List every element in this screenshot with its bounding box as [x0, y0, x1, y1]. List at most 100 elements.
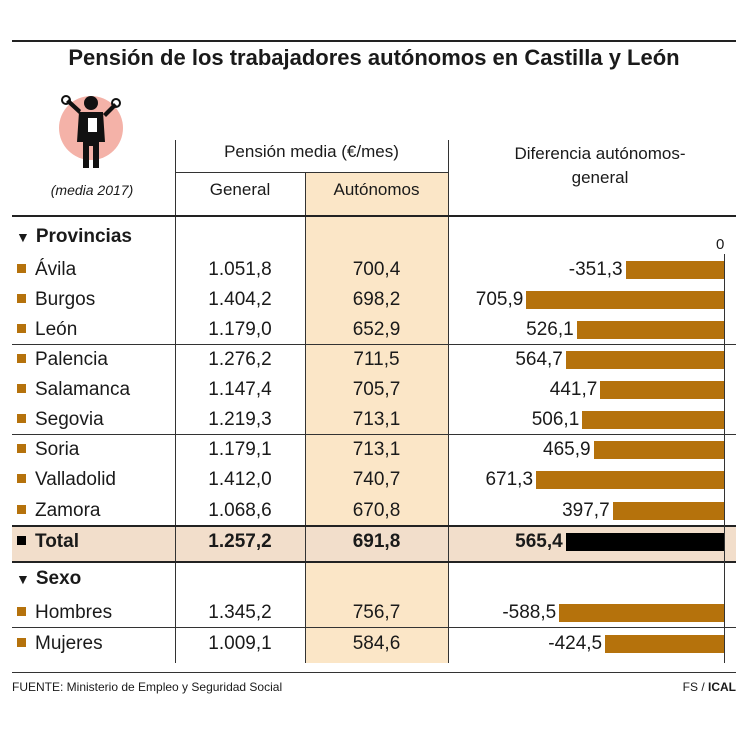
autonomos-value: 584,6 [352, 633, 401, 654]
row-label-text: Total [35, 531, 79, 552]
top-rule [12, 40, 736, 42]
row-label: Soria [17, 438, 79, 462]
general-value: 1.179,0 [208, 319, 272, 340]
autonomos-value: 711,5 [353, 349, 400, 370]
difference-label: 465,9 [543, 439, 591, 460]
general-value: 1.219,3 [208, 409, 272, 430]
zero-axis-label: 0 [716, 236, 725, 253]
row-label-text: Soria [35, 439, 80, 460]
general-value: 1.179,1 [208, 439, 272, 460]
autonomos-value: 713,1 [352, 409, 401, 430]
difference-bar [600, 381, 724, 399]
difference-bar [559, 604, 724, 622]
difference-bar [605, 635, 724, 653]
chart-title: Pensión de los trabajadores autónomos en… [68, 45, 680, 70]
row-label-text: Hombres [35, 602, 113, 623]
general-value: 1.147,4 [208, 379, 272, 400]
row-label: León [17, 318, 77, 342]
row-label-text: Burgos [35, 289, 96, 310]
credit-prefix: FS / [682, 680, 708, 694]
difference-bar [565, 351, 724, 369]
row-label-text: Valladolid [35, 469, 116, 490]
general-value: 1.257,2 [208, 531, 272, 552]
section-sexo: ▼ Sexo [16, 568, 81, 590]
triangle-down-icon: ▼ [16, 229, 30, 245]
row-label: Total [17, 530, 79, 554]
difference-label: -588,5 [502, 602, 557, 623]
autonomos-value: 691,8 [352, 531, 401, 552]
autonomos-column-highlight [305, 172, 448, 663]
difference-bar [526, 291, 724, 309]
legend-square-icon [17, 444, 26, 453]
general-value: 1.068,6 [208, 500, 272, 521]
difference-label: -351,3 [568, 259, 623, 280]
legend-square-icon [17, 324, 26, 333]
total-bottom-rule [12, 561, 736, 563]
total-top-rule [12, 525, 736, 527]
row-divider [12, 627, 736, 628]
header-subdivider [175, 172, 448, 173]
year-note: (media 2017) [50, 182, 134, 198]
row-label: Segovia [17, 408, 104, 432]
group-divider [12, 434, 736, 435]
triangle-down-icon: ▼ [16, 571, 30, 587]
general-value: 1.276,2 [208, 349, 272, 370]
difference-bar [625, 261, 724, 279]
difference-label: -424,5 [548, 633, 603, 654]
general-header: General [209, 180, 271, 199]
difference-bar [536, 471, 724, 489]
row-label: Burgos [17, 288, 95, 312]
credit: FS / ICAL [683, 680, 736, 694]
row-label-text: León [35, 319, 78, 340]
legend-square-icon [17, 536, 26, 545]
difference-label: 705,9 [475, 289, 524, 310]
legend-square-icon [17, 474, 26, 483]
row-label-text: Segovia [35, 409, 104, 430]
autonomos-value: 740,7 [352, 469, 401, 490]
autonomos-value: 756,7 [352, 602, 401, 623]
section-provincias: ▼ Provincias [16, 226, 132, 248]
autonomos-value: 713,1 [352, 439, 401, 460]
column-divider [448, 140, 449, 663]
legend-square-icon [17, 414, 26, 423]
row-label-text: Ávila [35, 259, 77, 280]
difference-bar [593, 441, 724, 459]
legend-square-icon [17, 384, 26, 393]
header-rule [12, 215, 736, 217]
pension-media-header: Pensión media (€/mes) [224, 142, 399, 161]
row-label: Valladolid [17, 468, 116, 492]
section-sexo-label: Sexo [35, 568, 82, 589]
autonomos-value: 705,7 [352, 379, 401, 400]
legend-square-icon [17, 607, 26, 616]
difference-label: 506,1 [531, 409, 580, 430]
difference-label: 397,7 [562, 500, 610, 521]
legend-square-icon [17, 294, 26, 303]
row-label: Mujeres [17, 632, 103, 656]
general-value: 1.404,2 [208, 289, 272, 310]
difference-label: 565,4 [515, 531, 563, 552]
diferencia-header: Diferencia autónomos-general [514, 144, 686, 187]
row-label: Salamanca [17, 378, 130, 402]
difference-label: 671,3 [485, 469, 534, 490]
row-label-text: Palencia [35, 349, 108, 370]
difference-bar [612, 502, 724, 520]
legend-square-icon [17, 638, 26, 647]
general-value: 1.051,8 [208, 259, 272, 280]
column-divider [305, 172, 306, 663]
legend-square-icon [17, 354, 26, 363]
autonomos-value: 670,8 [352, 500, 401, 521]
row-label: Zamora [17, 499, 100, 523]
worker-with-wrenches-icon [59, 95, 123, 168]
row-label-text: Mujeres [35, 633, 103, 654]
autonomos-value: 698,2 [352, 289, 401, 310]
row-label: Ávila [17, 258, 76, 282]
row-label: Hombres [17, 601, 112, 625]
credit-brand: ICAL [708, 680, 736, 694]
general-value: 1.412,0 [208, 469, 272, 490]
group-divider [12, 344, 736, 345]
row-label: Palencia [17, 348, 108, 372]
difference-bar [582, 411, 724, 429]
row-label-text: Salamanca [35, 379, 131, 400]
autonomos-value: 700,4 [352, 259, 401, 280]
legend-square-icon [17, 264, 26, 273]
